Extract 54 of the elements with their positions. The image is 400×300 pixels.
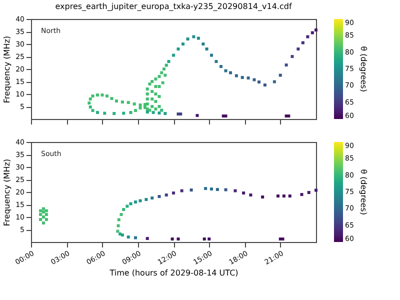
point [307, 191, 310, 194]
point [134, 200, 137, 204]
point [116, 224, 120, 228]
point [288, 194, 292, 198]
point [234, 189, 237, 192]
point [117, 218, 120, 222]
point [120, 213, 123, 216]
point [146, 237, 149, 240]
point [281, 238, 284, 240]
point [39, 213, 42, 216]
point [276, 194, 280, 198]
point [39, 209, 42, 212]
point [42, 216, 45, 218]
point [44, 218, 48, 221]
point [134, 236, 137, 240]
point [150, 196, 154, 200]
point [170, 238, 174, 240]
point [39, 218, 42, 221]
point [202, 238, 206, 240]
point [44, 213, 48, 216]
point [314, 188, 318, 192]
point [129, 202, 132, 206]
point [172, 192, 175, 194]
point [300, 193, 304, 196]
point [180, 189, 184, 192]
y-axis-title: Frequency (MHz) [2, 158, 12, 226]
x-axis-title: Time (hours of 2029-08-14 UTC) [108, 268, 238, 278]
point [190, 188, 193, 192]
point [249, 194, 252, 196]
point [42, 207, 45, 210]
point [208, 238, 211, 240]
point [204, 187, 208, 190]
point [261, 196, 264, 198]
point [116, 230, 120, 233]
y-axis-title: Frequency (MHz) [2, 36, 12, 104]
point [210, 188, 213, 190]
point [126, 236, 130, 238]
chart-title: expres_earth_jupiter_europa_txka-y235_20290814_v14.cdf [55, 2, 292, 11]
point [282, 194, 286, 198]
point [42, 210, 45, 214]
point [158, 195, 161, 198]
point [44, 209, 48, 212]
point [176, 238, 180, 240]
point [216, 188, 219, 191]
point [42, 222, 45, 224]
point [164, 194, 168, 196]
point [224, 188, 228, 192]
point [144, 198, 148, 201]
color-bar-title: θ (degrees) [359, 46, 368, 92]
point [126, 204, 129, 208]
color-bar-title: θ (degrees) [359, 169, 368, 215]
point [138, 199, 142, 202]
point [122, 208, 126, 211]
point [242, 192, 246, 194]
